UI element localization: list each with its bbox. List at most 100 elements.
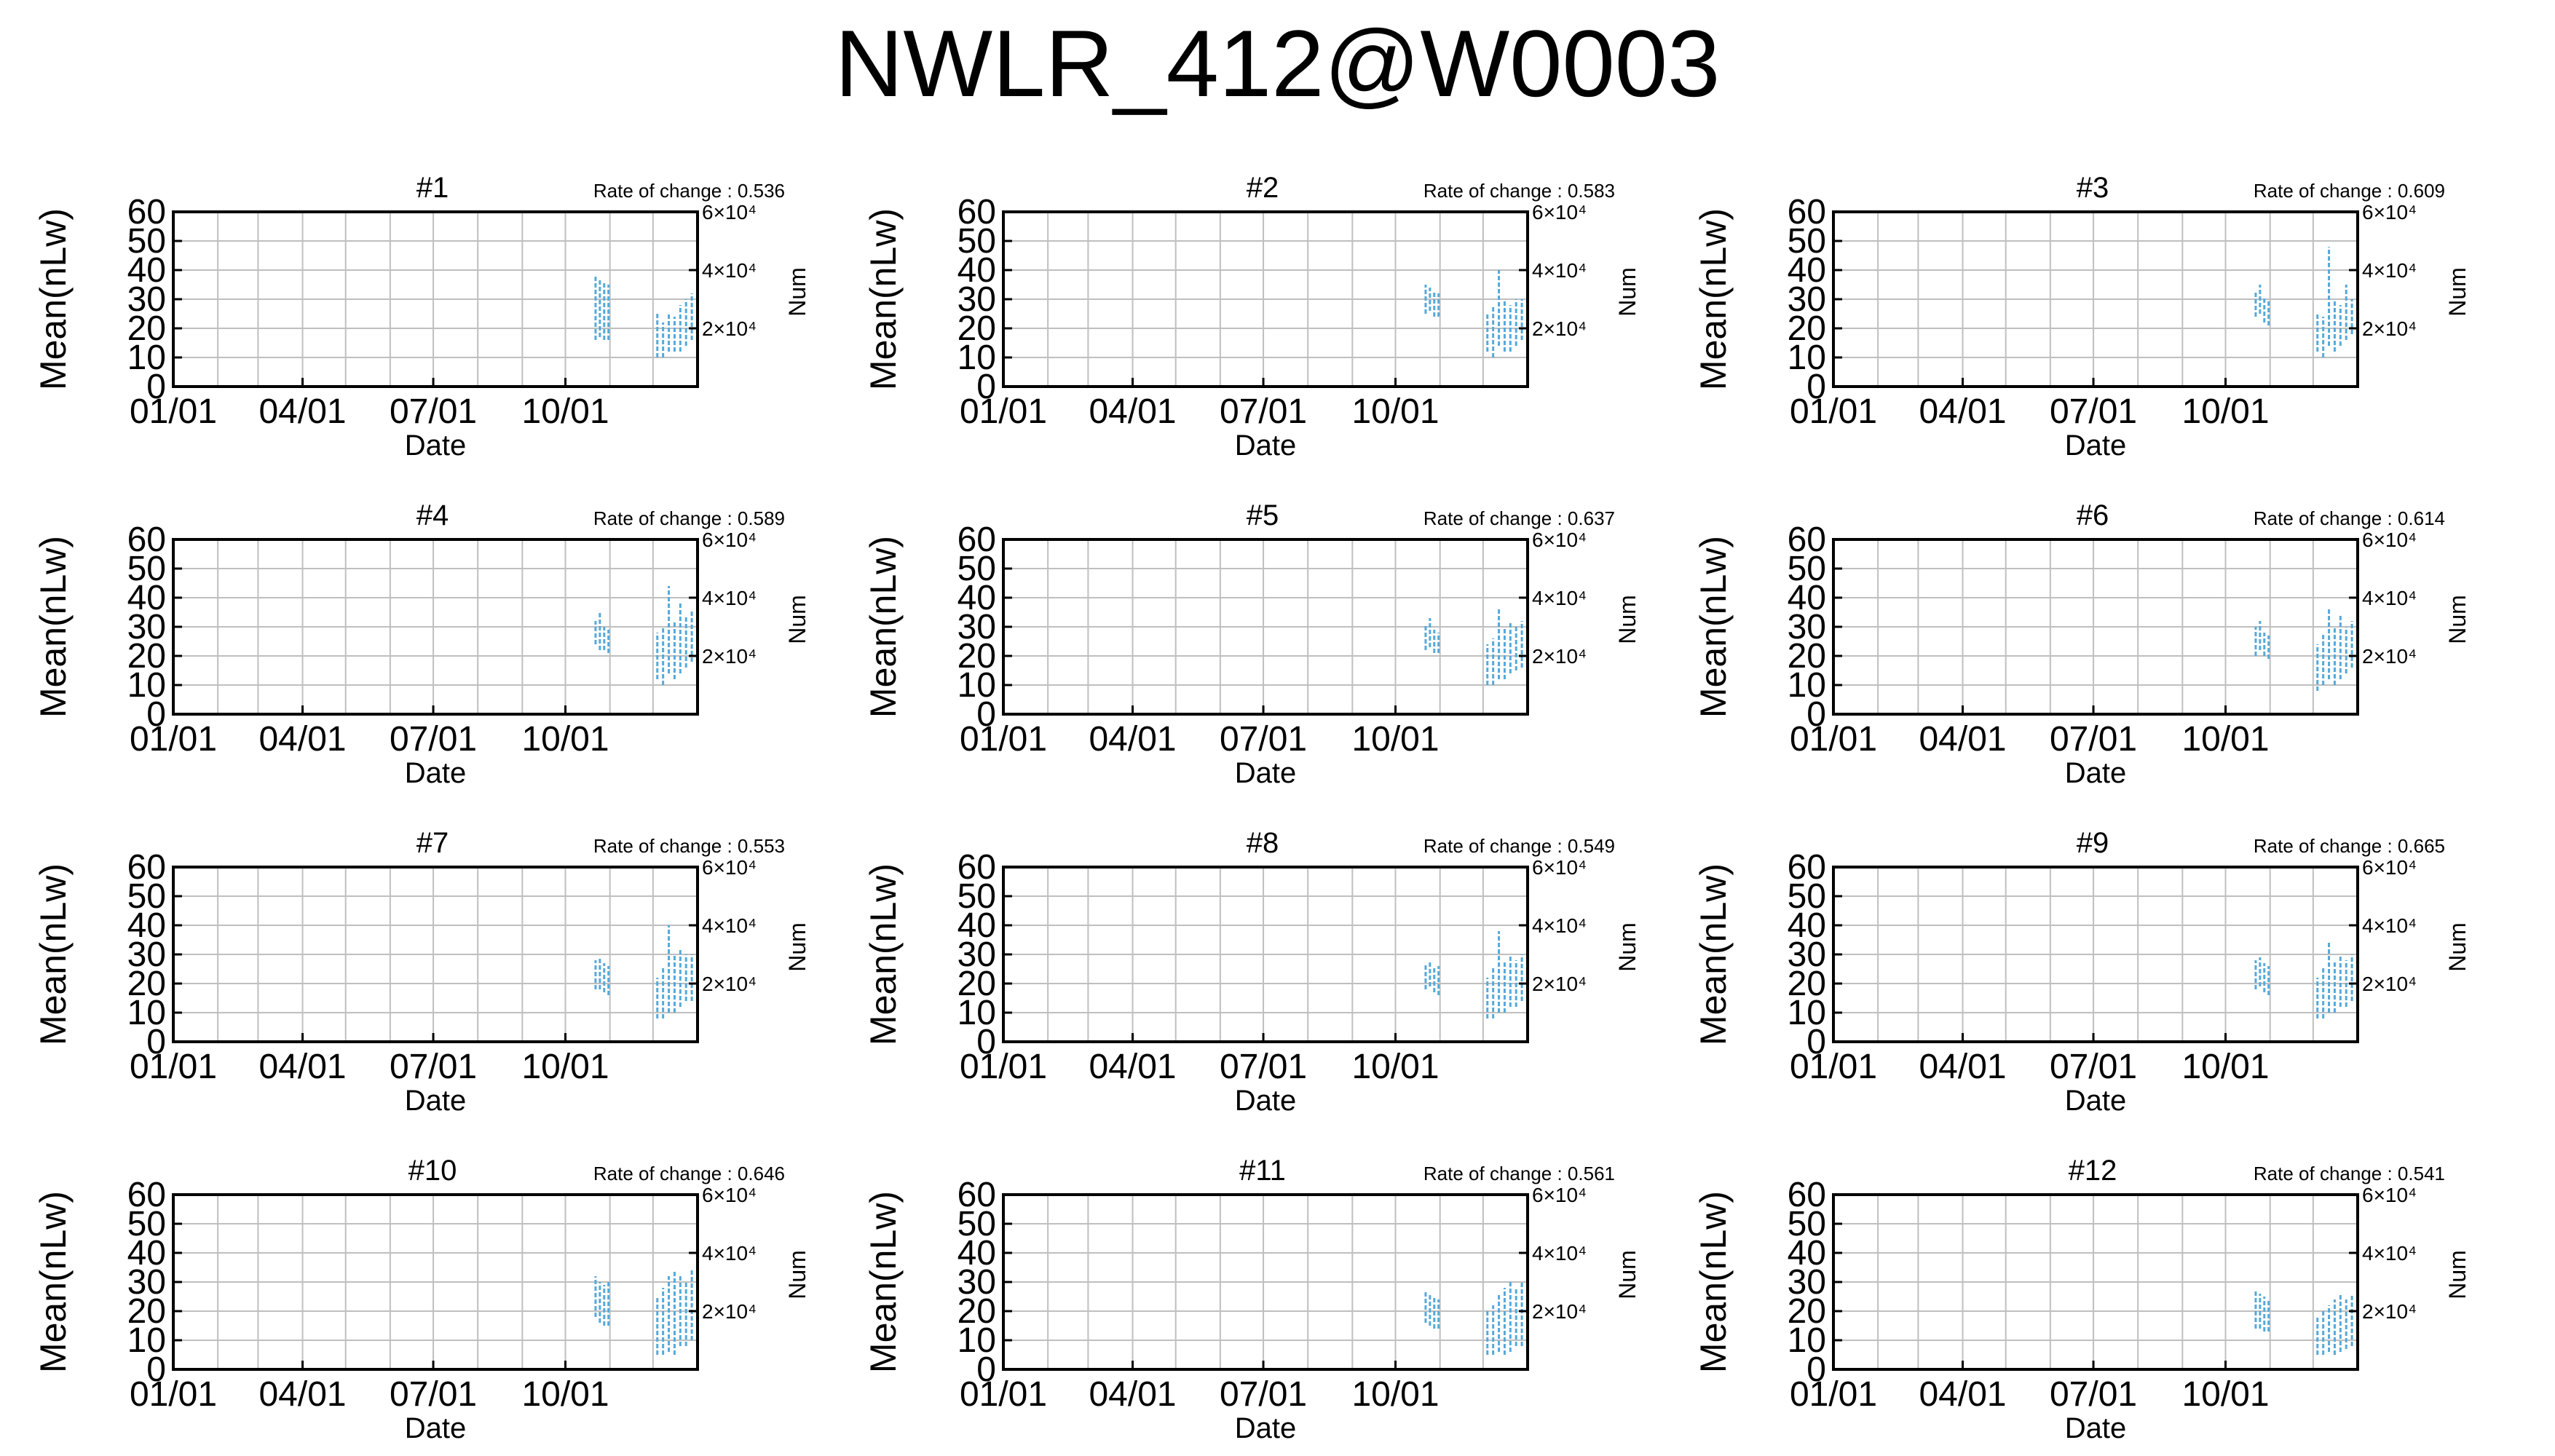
y-tick-label: 30 xyxy=(1788,935,1826,974)
y2-axis-label: Num xyxy=(2444,1250,2471,1299)
x-tick-label: 10/01 xyxy=(521,392,609,431)
y-tick-label: 40 xyxy=(1788,1234,1826,1273)
y2-axis-label: Num xyxy=(784,595,810,644)
y2-tick-label: 6×10⁴ xyxy=(1532,856,1587,879)
panel-title: #6 xyxy=(2077,499,2109,531)
y2-tick-label: 6×10⁴ xyxy=(702,201,757,223)
y-tick-label: 0 xyxy=(146,1350,166,1389)
y-tick-label: 10 xyxy=(127,666,166,705)
x-tick-label: 07/01 xyxy=(2050,720,2137,759)
y-tick-label: 10 xyxy=(1788,666,1826,705)
y-tick-label: 0 xyxy=(1806,1023,1826,1061)
y2-axis-label: Num xyxy=(1614,267,1640,317)
y-tick-label: 40 xyxy=(1788,906,1826,945)
y-tick-label: 30 xyxy=(957,280,996,319)
x-tick-label: 04/01 xyxy=(1089,392,1176,431)
x-tick-label: 10/01 xyxy=(1351,1048,1439,1086)
y-tick-label: 60 xyxy=(957,848,996,887)
y-axis-label: Mean(nLw) xyxy=(863,536,904,718)
y-axis-label: Mean(nLw) xyxy=(863,863,904,1045)
y2-tick-label: 6×10⁴ xyxy=(1532,1184,1587,1206)
y2-tick-label: 2×10⁴ xyxy=(1532,317,1587,340)
x-tick-label: 01/01 xyxy=(1790,1375,1877,1414)
y-tick-label: 10 xyxy=(1788,994,1826,1032)
rate-of-change-label: Rate of change : 0.541 xyxy=(2254,1163,2445,1184)
y-tick-label: 50 xyxy=(957,222,996,261)
y-tick-label: 0 xyxy=(146,1023,166,1061)
y-tick-label: 30 xyxy=(127,935,166,974)
x-tick-label: 04/01 xyxy=(1089,1048,1176,1086)
y-tick-label: 0 xyxy=(146,368,166,406)
x-tick-label: 10/01 xyxy=(521,1048,609,1086)
y2-axis-label: Num xyxy=(1614,1250,1640,1299)
y2-tick-label: 4×10⁴ xyxy=(702,914,757,937)
rate-of-change-label: Rate of change : 0.637 xyxy=(1423,507,1615,529)
y-tick-label: 20 xyxy=(1788,309,1826,348)
y2-tick-label: 2×10⁴ xyxy=(1532,973,1587,995)
x-tick-label: 07/01 xyxy=(1220,1375,1307,1414)
y2-axis-label: Num xyxy=(1614,595,1640,644)
x-tick-label: 10/01 xyxy=(521,720,609,759)
y2-tick-label: 4×10⁴ xyxy=(702,259,757,282)
y2-tick-label: 6×10⁴ xyxy=(702,1184,757,1206)
y-tick-label: 40 xyxy=(127,579,166,617)
x-tick-label: 01/01 xyxy=(130,1048,217,1086)
y-tick-label: 60 xyxy=(127,193,166,232)
y-tick-label: 20 xyxy=(957,965,996,1003)
x-tick-label: 10/01 xyxy=(2181,1375,2269,1414)
y-tick-label: 20 xyxy=(1788,637,1826,676)
x-tick-label: 01/01 xyxy=(960,392,1047,431)
y2-tick-label: 4×10⁴ xyxy=(702,1242,757,1265)
x-tick-label: 07/01 xyxy=(390,1048,477,1086)
y2-tick-label: 6×10⁴ xyxy=(1532,529,1587,551)
y-tick-label: 40 xyxy=(127,1234,166,1273)
x-axis-label: Date xyxy=(2065,1085,2127,1117)
y-tick-label: 50 xyxy=(1788,1205,1826,1243)
y-tick-label: 10 xyxy=(127,339,166,377)
panel-title: #9 xyxy=(2077,827,2109,859)
y2-tick-label: 4×10⁴ xyxy=(1532,1242,1587,1265)
y-axis-label: Mean(nLw) xyxy=(33,536,74,718)
x-axis-label: Date xyxy=(2065,1412,2127,1444)
x-tick-label: 07/01 xyxy=(2050,1375,2137,1414)
rate-of-change-label: Rate of change : 0.549 xyxy=(1423,835,1615,857)
x-tick-label: 07/01 xyxy=(1220,1048,1307,1086)
y2-tick-label: 6×10⁴ xyxy=(1532,201,1587,223)
y-tick-label: 30 xyxy=(957,935,996,974)
y-tick-label: 40 xyxy=(957,1234,996,1273)
y-tick-label: 50 xyxy=(1788,877,1826,916)
y-tick-label: 30 xyxy=(957,1263,996,1302)
x-axis-label: Date xyxy=(2065,430,2127,462)
y-tick-label: 60 xyxy=(1788,193,1826,232)
y2-tick-label: 4×10⁴ xyxy=(2362,259,2417,282)
y-tick-label: 50 xyxy=(127,1205,166,1243)
y-tick-label: 0 xyxy=(1806,695,1826,734)
panel-title: #11 xyxy=(1239,1155,1286,1187)
x-tick-label: 01/01 xyxy=(960,720,1047,759)
x-tick-label: 07/01 xyxy=(390,392,477,431)
y-tick-label: 40 xyxy=(957,579,996,617)
x-tick-label: 04/01 xyxy=(258,1048,346,1086)
y-tick-label: 20 xyxy=(127,309,166,348)
y-tick-label: 30 xyxy=(1788,608,1826,646)
y-axis-label: Mean(nLw) xyxy=(1693,863,1734,1045)
y-tick-label: 20 xyxy=(957,309,996,348)
y-tick-label: 60 xyxy=(957,193,996,232)
x-tick-label: 10/01 xyxy=(2181,720,2269,759)
x-axis-label: Date xyxy=(405,757,467,789)
y-tick-label: 0 xyxy=(1806,368,1826,406)
y-tick-label: 0 xyxy=(976,368,996,406)
y2-axis-label: Num xyxy=(784,922,810,972)
y-tick-label: 50 xyxy=(127,877,166,916)
y2-tick-label: 6×10⁴ xyxy=(2362,856,2417,879)
y-tick-label: 60 xyxy=(957,521,996,559)
y-tick-label: 30 xyxy=(957,608,996,646)
y-tick-label: 60 xyxy=(127,848,166,887)
y-tick-label: 20 xyxy=(127,637,166,676)
y-tick-label: 30 xyxy=(127,1263,166,1302)
